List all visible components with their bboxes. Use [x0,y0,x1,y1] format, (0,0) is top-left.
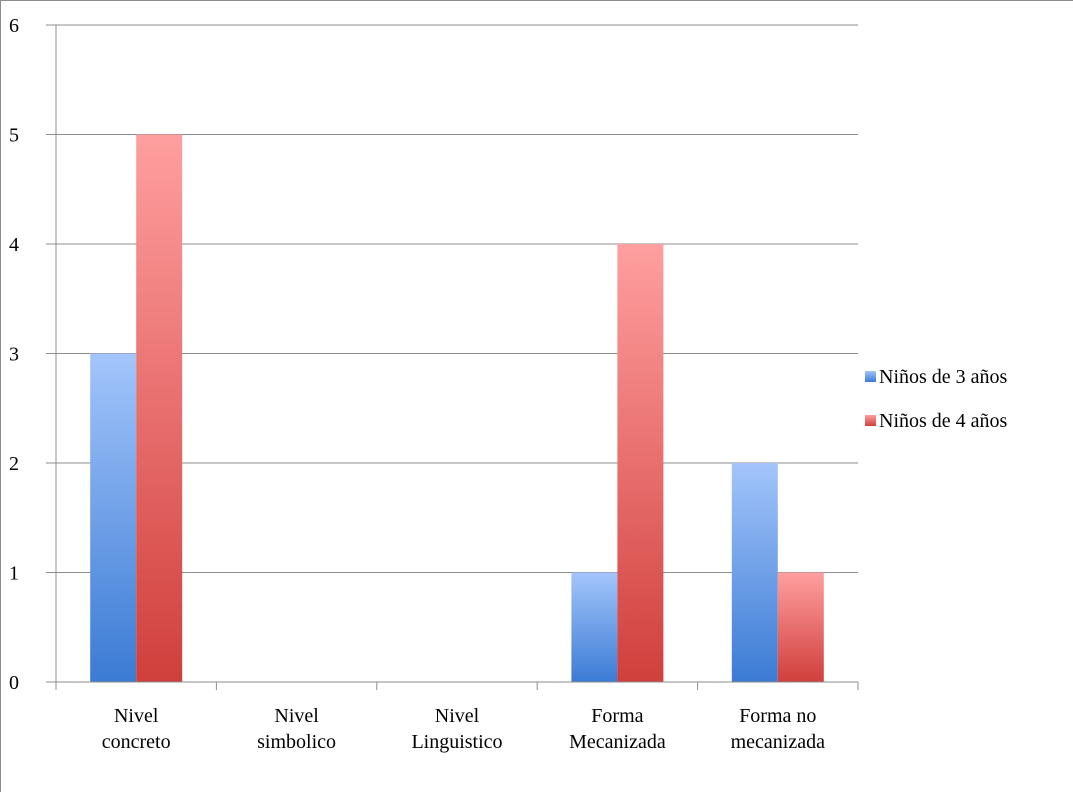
axes [46,25,859,690]
x-tick-label: Nivel Linguistico [411,705,502,753]
bar-series-1-cat-4 [571,572,618,682]
x-tick-label: Forma no mecanizada [731,705,825,753]
legend-swatch-series-2 [865,415,876,426]
legend-label-series-2: Niños de 4 años [879,410,1008,432]
bars [90,134,824,682]
y-tick-label: 2 [9,453,19,475]
y-tick-label: 5 [9,125,19,147]
bar-series-1-cat-5 [731,463,778,682]
y-tick-label: 4 [9,234,19,256]
legend: Niños de 3 años Niños de 4 años [865,366,1008,432]
x-tick-label: Forma Mecanizada [569,705,666,753]
legend-label-series-1: Niños de 3 años [879,366,1008,388]
x-tick-label: Nivel simbolico [257,705,336,753]
y-tick-label: 0 [9,672,19,694]
y-tick-label: 1 [9,563,19,585]
bar-series-2-cat-5 [777,572,824,682]
bar-series-2-cat-1 [136,134,183,682]
y-tick-label: 3 [9,344,19,366]
x-tick-label: Nivel concreto [102,705,171,753]
legend-swatch-series-1 [865,371,876,382]
y-tick-labels: 0 1 2 3 4 5 6 [9,15,19,694]
y-tick-label: 6 [9,15,19,37]
bar-series-1-cat-1 [90,353,137,682]
bar-series-2-cat-4 [617,244,664,682]
x-tick-labels: Nivel concreto Nivel simbolico Nivel Linguist… [102,705,825,753]
